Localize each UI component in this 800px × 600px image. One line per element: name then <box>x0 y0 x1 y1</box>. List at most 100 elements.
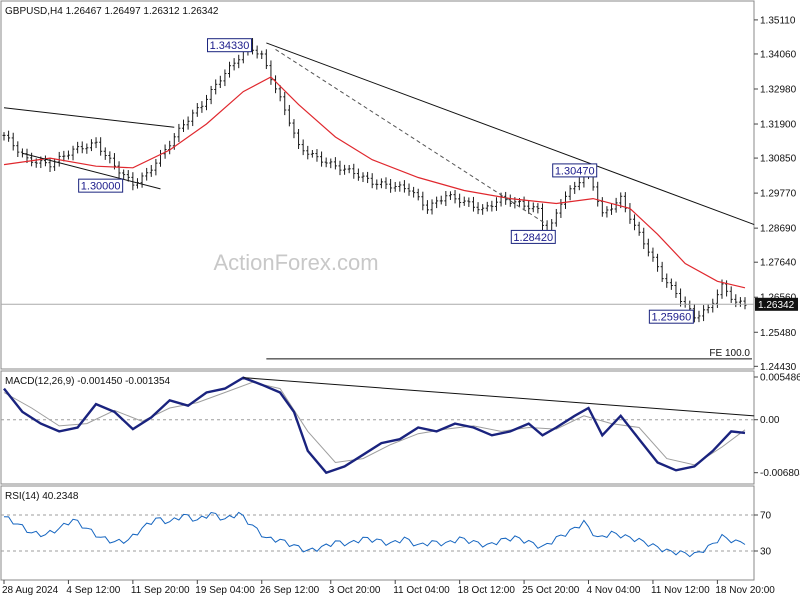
price-y-tick: 1.27640 <box>760 258 797 269</box>
candle <box>412 186 416 198</box>
candle <box>117 161 121 179</box>
candle <box>43 155 47 167</box>
price-y-tick: 1.28690 <box>760 224 797 235</box>
rsi-line <box>3 511 746 558</box>
candle <box>145 167 149 181</box>
candle <box>16 141 20 157</box>
candle <box>30 152 34 167</box>
candle <box>651 247 655 262</box>
candle <box>656 253 660 272</box>
candle <box>191 109 195 127</box>
candle <box>734 294 738 308</box>
candle <box>269 60 273 85</box>
price-header: GBPUSD,H4 1.26467 1.26497 1.26312 1.2634… <box>5 6 219 17</box>
candle <box>218 75 222 89</box>
candle <box>85 143 89 154</box>
candle <box>559 199 563 218</box>
candle <box>11 132 15 151</box>
candle <box>140 172 144 188</box>
price-panel-frame <box>0 0 755 370</box>
candle <box>347 165 351 174</box>
macd-header: MACD(12,26,9) -0.001450 -0.001354 <box>5 376 171 387</box>
price-y-tick: 1.34060 <box>760 49 797 60</box>
candle <box>430 199 434 215</box>
macd-trendline <box>243 377 755 417</box>
x-tick-label: 11 Oct 04:00 <box>393 585 450 596</box>
macd-layer: 0.005486 0.00 -0.006804 <box>1 373 800 479</box>
candle <box>407 183 411 196</box>
candle <box>471 196 475 212</box>
candle <box>375 179 379 190</box>
candle <box>66 150 70 160</box>
candle <box>389 179 393 193</box>
candle <box>209 85 213 105</box>
price-label-text: 1.30000 <box>81 181 121 193</box>
candle <box>568 185 572 201</box>
price-y-tick: 1.24430 <box>760 362 797 373</box>
candle <box>232 58 236 71</box>
candle <box>301 139 305 156</box>
candle <box>264 49 268 70</box>
candle <box>439 195 443 205</box>
candle <box>103 147 107 160</box>
price-label-text: 1.25960 <box>651 312 691 324</box>
candle <box>453 190 457 204</box>
rsi-y-tick: 70 <box>760 511 772 522</box>
candle <box>223 69 227 87</box>
price-label-text: 1.30470 <box>555 165 595 177</box>
price-labels: 1.34330 1.30000 1.28420 1.30470 1.25960 <box>78 38 694 324</box>
price-y-tick: 1.32980 <box>760 84 797 95</box>
candle <box>255 45 259 59</box>
moving-average-line <box>3 76 746 289</box>
candle <box>421 191 425 211</box>
candle <box>435 196 439 209</box>
x-tick-label: 26 Sep 12:00 <box>260 585 320 596</box>
candle <box>494 197 498 211</box>
x-tick-label: 4 Sep 12:00 <box>66 585 120 596</box>
candle <box>333 157 337 170</box>
price-overlays <box>1 42 755 305</box>
fe-label: FE 100.0 <box>709 348 750 359</box>
candle <box>200 101 204 113</box>
x-tick-label: 11 Sep 20:00 <box>131 585 190 596</box>
candle <box>306 145 310 160</box>
candle <box>729 286 733 303</box>
macd-y-tick: 0.00 <box>760 415 780 426</box>
rsi-header: RSI(14) 40.2348 <box>5 491 79 502</box>
x-tick-label: 25 Oct 20:00 <box>522 585 580 596</box>
candle <box>402 180 406 193</box>
candle <box>80 141 84 154</box>
candle <box>310 150 314 158</box>
rsi-y-tick: 30 <box>760 547 772 558</box>
price-y-tick: 1.31900 <box>760 120 797 131</box>
price-candles <box>2 38 747 323</box>
candle <box>181 119 185 132</box>
candle <box>370 173 374 189</box>
candle <box>637 221 641 236</box>
candle <box>711 298 715 313</box>
candle <box>485 201 489 212</box>
candle <box>338 160 342 176</box>
candle <box>706 304 710 314</box>
x-tick-label: 4 Nov 04:00 <box>587 585 641 596</box>
candle <box>738 297 742 307</box>
price-y-tick: 1.30850 <box>760 154 797 165</box>
candle <box>467 197 471 207</box>
price-label: 1.30470 <box>552 163 598 178</box>
x-tick-label: 28 Aug 2024 <box>2 585 59 596</box>
rsi-panel-frame <box>0 485 755 581</box>
candle <box>297 128 301 150</box>
candle <box>679 288 683 307</box>
candle <box>287 104 291 127</box>
price-label-text: 1.34330 <box>210 40 250 52</box>
candle <box>384 177 388 190</box>
dashed-trendline <box>275 48 548 225</box>
current-price: 1.26342 <box>758 300 795 311</box>
candle <box>642 227 646 250</box>
macd-main-line <box>3 376 746 475</box>
candle <box>674 281 678 298</box>
candle <box>476 202 480 215</box>
candle <box>508 194 512 207</box>
candle <box>278 85 282 102</box>
